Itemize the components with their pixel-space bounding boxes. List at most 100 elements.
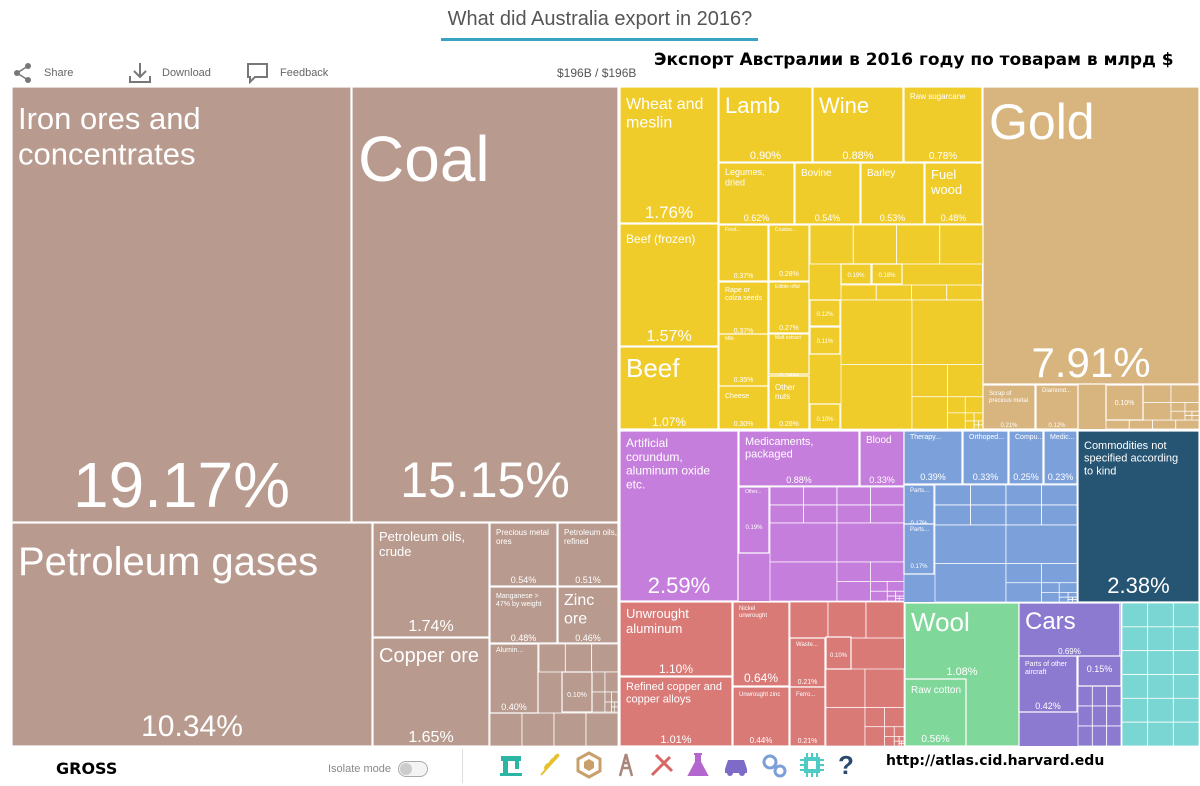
minor-product-cell[interactable] <box>1005 484 1042 506</box>
treemap-tile-artificial-corundum-aluminum-oxide-etc[interactable]: Artificial corundum, aluminum oxide etc. 2.5… <box>619 430 739 602</box>
tile-rect[interactable] <box>718 333 769 390</box>
minor-product-cell[interactable] <box>978 424 984 430</box>
minor-product-cell[interactable] <box>973 424 979 430</box>
minor-product-cell[interactable] <box>886 590 896 597</box>
minor-product-cell[interactable] <box>836 504 871 524</box>
minor-product-cell[interactable] <box>1172 721 1200 747</box>
tile-rect[interactable] <box>871 263 903 285</box>
tile-rect[interactable] <box>619 223 719 347</box>
tile-rect[interactable] <box>1018 602 1121 661</box>
minor-product-cell[interactable] <box>911 284 948 301</box>
download-button[interactable]: Download <box>128 62 211 84</box>
chemicals-icon[interactable] <box>684 751 712 779</box>
minor-product-cell[interactable] <box>1121 721 1149 747</box>
minor-product-cell[interactable] <box>1184 402 1200 412</box>
minor-product-cell[interactable] <box>521 712 555 747</box>
tile-rect[interactable] <box>962 430 1009 485</box>
tile-rect[interactable] <box>738 430 860 487</box>
minor-product-cell[interactable] <box>1091 705 1108 727</box>
minor-product-cell[interactable] <box>870 486 905 506</box>
treemap-tile-product-37[interactable]: 0.10% <box>1105 384 1144 421</box>
vegetables-icon[interactable] <box>537 751 565 779</box>
tile-rect[interactable] <box>904 678 967 747</box>
tile-rect[interactable] <box>982 384 1036 430</box>
minor-product-cell[interactable] <box>836 561 871 582</box>
tile-rect[interactable] <box>1043 430 1078 485</box>
minor-product-cell[interactable] <box>1041 563 1078 584</box>
minor-product-cell[interactable] <box>1041 592 1060 603</box>
treemap-tile-unwrought-aluminum[interactable]: Unwrought aluminum 1.10% <box>619 601 733 677</box>
minor-product-cell[interactable] <box>809 224 854 265</box>
minor-product-cell[interactable] <box>947 412 966 430</box>
treemap-tile-precious-metal-ores[interactable]: Precious metal ores 0.54% <box>489 522 558 587</box>
minor-product-cell[interactable] <box>1147 697 1174 723</box>
tile-rect[interactable] <box>718 281 769 339</box>
minor-product-cell[interactable] <box>769 486 804 506</box>
minor-product-cell[interactable] <box>1058 592 1069 598</box>
minor-product-cell[interactable] <box>1172 626 1200 652</box>
minor-product-cell[interactable] <box>973 420 979 426</box>
minor-product-cell[interactable] <box>538 643 566 673</box>
minor-product-cell[interactable] <box>884 707 905 728</box>
minor-product-cell[interactable] <box>1041 484 1078 506</box>
tile-rect[interactable] <box>1008 430 1044 485</box>
minor-product-cell[interactable] <box>591 643 619 673</box>
minor-product-cell[interactable] <box>827 601 867 639</box>
tile-rect[interactable] <box>1035 384 1079 430</box>
treemap-tile-product-10[interactable]: 0.10% <box>561 671 593 713</box>
tile-rect[interactable] <box>11 86 352 523</box>
minor-product-cell[interactable] <box>852 224 897 265</box>
tile-rect[interactable] <box>738 486 770 554</box>
minor-product-cell[interactable] <box>1067 599 1073 603</box>
treemap-tile-compu[interactable]: Compu... 0.25% <box>1008 430 1044 485</box>
minor-product-cell[interactable] <box>864 668 905 708</box>
minor-product-cell[interactable] <box>553 712 587 747</box>
treemap-tile-product-32[interactable]: 0.11% <box>809 326 841 355</box>
minor-product-cell[interactable] <box>898 736 905 742</box>
tile-rect[interactable] <box>768 333 810 375</box>
minor-product-cell[interactable] <box>1170 410 1186 421</box>
minor-product-cell[interactable] <box>825 668 866 708</box>
minor-product-cell[interactable] <box>875 284 912 301</box>
treemap-tile-petroleum-oils-crude[interactable]: Petroleum oils, crude 1.74% <box>372 522 490 638</box>
minor-product-cell[interactable] <box>870 581 888 592</box>
minor-product-cell[interactable] <box>803 504 838 524</box>
tile-rect[interactable] <box>718 224 769 282</box>
tile-rect[interactable] <box>561 671 593 713</box>
tile-rect[interactable] <box>903 430 963 485</box>
treemap-tile-orthoped[interactable]: Orthoped... 0.33% <box>962 430 1009 485</box>
minor-product-cell[interactable] <box>1147 626 1174 652</box>
minor-product-cell[interactable] <box>840 299 913 365</box>
minor-product-cell[interactable] <box>1172 602 1200 628</box>
minor-product-cell[interactable] <box>895 595 901 599</box>
minor-product-cell[interactable] <box>1191 410 1200 416</box>
minor-product-cell[interactable] <box>964 412 975 422</box>
minor-product-cell[interactable] <box>611 701 616 708</box>
share-button[interactable]: Share <box>12 62 73 84</box>
electronics-icon[interactable] <box>798 751 826 779</box>
minor-product-cell[interactable] <box>611 691 619 703</box>
minor-product-cell[interactable] <box>611 706 616 713</box>
minor-product-cell[interactable] <box>1121 674 1149 699</box>
minor-product-cell[interactable] <box>1105 419 1130 430</box>
treemap-tile-lamb[interactable]: Lamb 0.90% <box>718 86 813 163</box>
minor-product-cell[interactable] <box>1106 725 1122 747</box>
treemap-tile-petroleum-gases[interactable]: Petroleum gases 10.34% <box>11 522 373 747</box>
tile-rect[interactable] <box>489 522 558 587</box>
minor-product-cell[interactable] <box>1172 697 1200 723</box>
tile-rect[interactable] <box>1105 384 1144 421</box>
minor-product-cell[interactable] <box>870 590 888 602</box>
minor-product-cell[interactable] <box>865 601 905 639</box>
minor-product-cell[interactable] <box>1121 650 1149 675</box>
treemap-tile-product-33[interactable]: 0.10% <box>809 403 841 430</box>
minor-product-cell[interactable] <box>1106 705 1122 727</box>
minor-product-cell[interactable] <box>1121 697 1149 723</box>
minor-product-cell[interactable] <box>836 522 905 563</box>
tile-rect[interactable] <box>619 346 719 430</box>
treemap-tile-copper-ore[interactable]: Copper ore 1.65% <box>372 637 490 747</box>
minerals-icon[interactable] <box>612 751 640 779</box>
tile-rect[interactable] <box>768 224 810 282</box>
minor-product-cell[interactable] <box>1147 721 1174 747</box>
tile-rect[interactable] <box>619 676 733 747</box>
minor-product-cell[interactable] <box>911 299 984 365</box>
